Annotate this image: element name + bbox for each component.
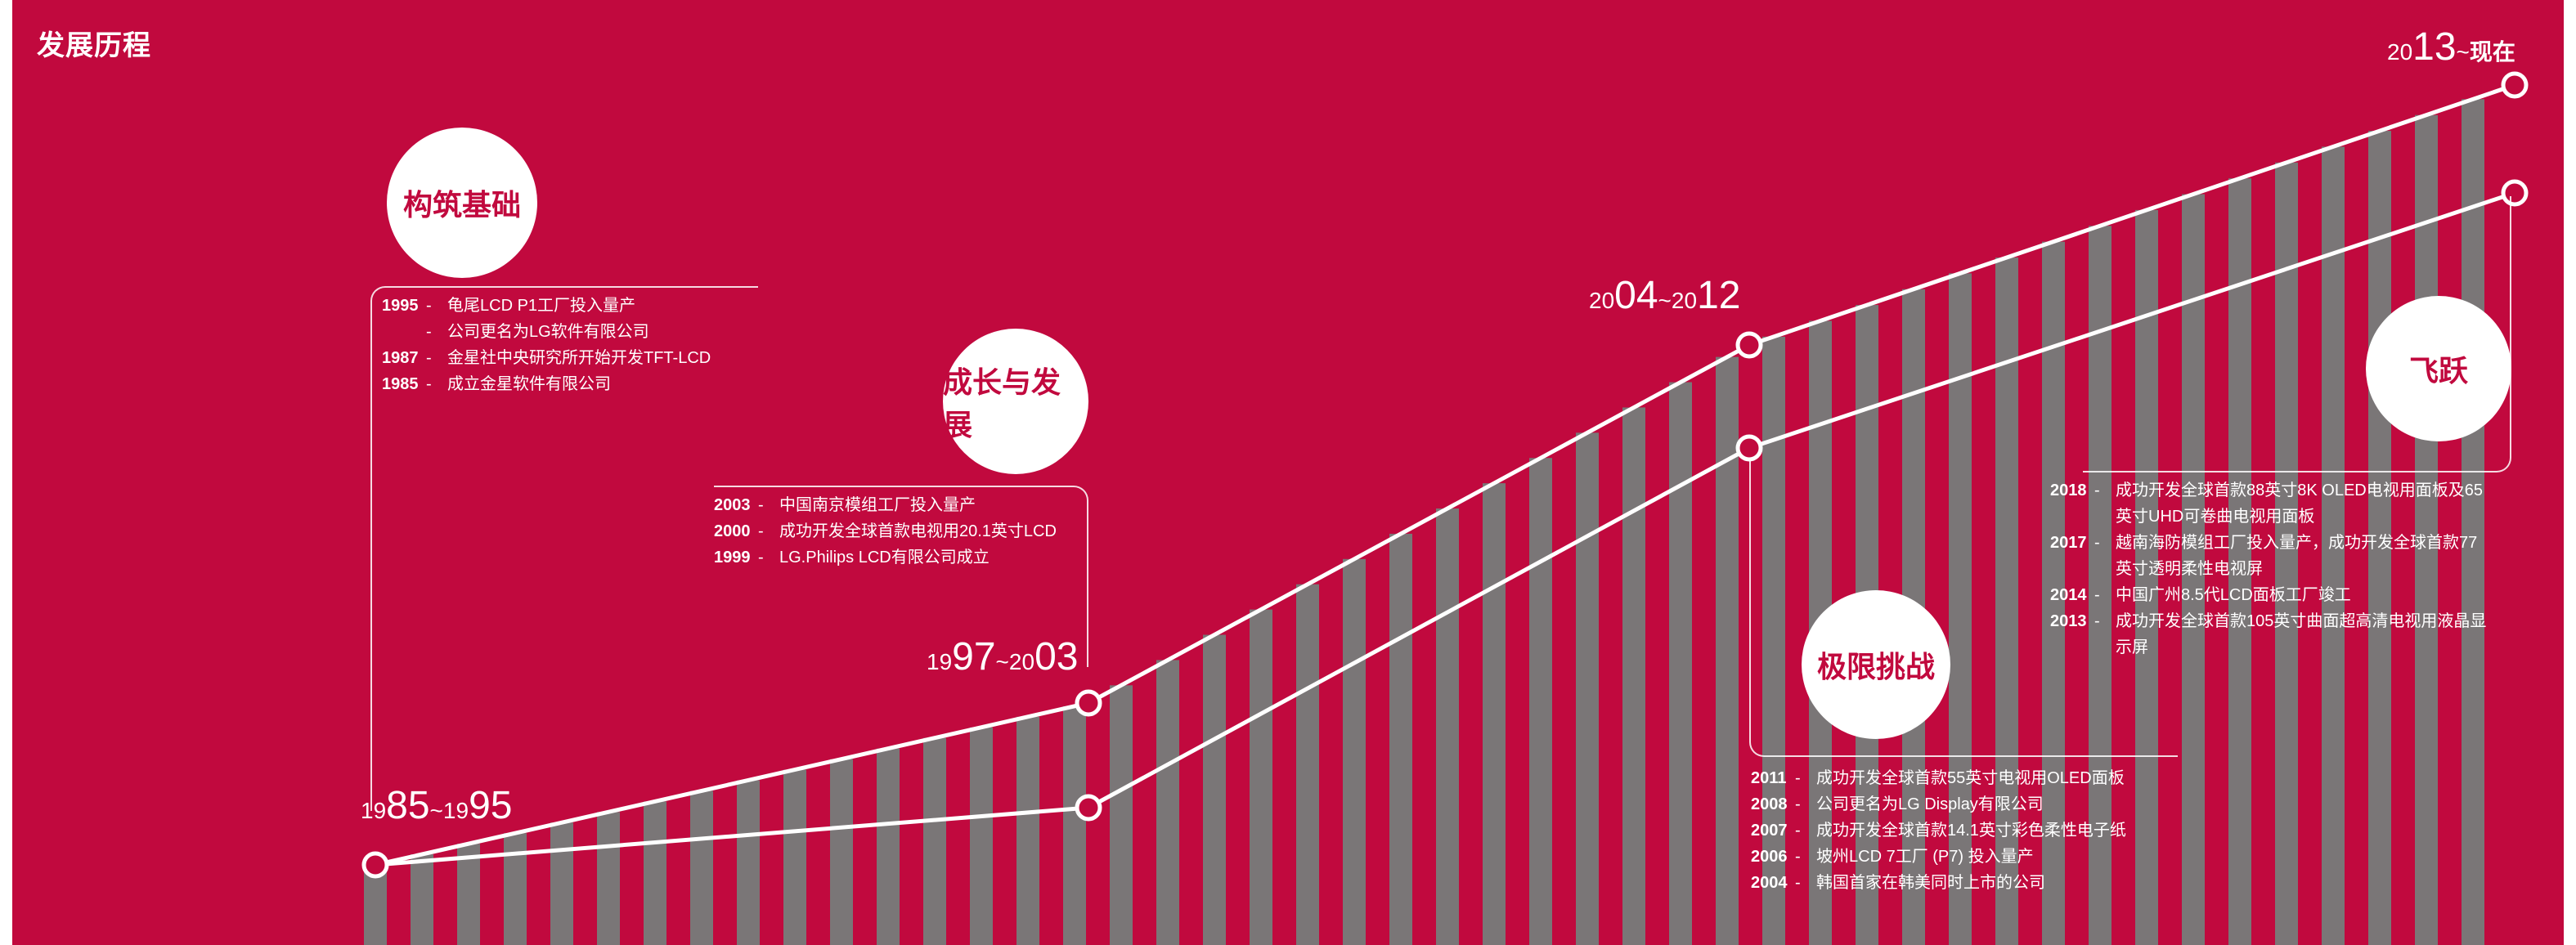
timeline-bar [1483,483,1506,945]
timeline-bar [1110,685,1133,945]
timeline-bar [2462,99,2484,945]
timeline-bar [644,801,666,945]
event-item: 2007- 成功开发全球首款14.1英寸彩色柔性电子纸 [1751,822,2126,840]
timeline-bar [1296,584,1319,945]
timeline-bar [2089,226,2112,945]
period-label-2004-2012: 2004~2012 [1589,274,1741,317]
event-item: 2013- 成功开发全球首款105英寸曲面超高清电视用液晶显示屏 [2050,612,2487,656]
stage-title-leap: 飞跃 [2366,296,2511,441]
timeline-bar [923,737,946,945]
timeline-node [361,851,389,879]
timeline-bar [1576,432,1599,945]
timeline-bar [877,748,900,945]
timeline-graphic [361,71,2529,945]
timeline-line-upper [375,83,2515,867]
timeline-bar [690,790,713,945]
timeline-node [1075,689,1102,717]
timeline-bar [2322,146,2345,945]
timeline-bar [1436,508,1459,945]
timeline-line-lower [375,190,2515,867]
event-item: 2004- 韩国首家在韩美同时上市的公司 [1751,874,2045,892]
period-label-1997-2003: 1997~2003 [927,635,1079,679]
event-item: 1999- LG.Philips LCD有限公司成立 [714,549,990,567]
page-title: 发展历程 [37,30,151,61]
timeline-node [1075,794,1102,822]
timeline-bar [2182,194,2205,945]
stage-title-growth: 成长与发展 [943,329,1088,474]
stage-title-challenge: 极限挑战 [1802,590,1950,739]
event-list-foundation: 1995- 龟尾LCD P1工厂投入量产 - 公司更名为LG软件有限公司 1987-… [382,293,758,397]
event-item: 2008- 公司更名为LG Display有限公司 [1751,795,2044,813]
timeline-bar [1250,609,1272,945]
timeline-bar [2042,241,2065,945]
timeline-bar [1343,558,1366,945]
timeline-bar [550,822,573,945]
timeline-node [2501,179,2529,207]
timeline-bar [2228,178,2251,945]
timeline-bar [1529,458,1552,945]
period-label-1985-1995: 1985~1995 [361,784,513,827]
timeline-bar [411,854,433,945]
timeline-bar [830,759,853,945]
timeline-bar [1949,273,1972,945]
period-label-2013-now: 2013~现在 [2387,25,2515,69]
history-canvas: 发展历程 构筑基础 1995- 龟尾LCD P1工厂投入量产 - 公司更名为LG软件… [12,0,2564,945]
timeline-bar [1156,660,1179,945]
timeline-bar [1389,533,1412,945]
event-item: 2003- 中国南京模组工厂投入量产 [714,496,976,514]
timeline-bar [1016,716,1039,945]
stage-title-foundation: 构筑基础 [387,128,537,278]
timeline-bar [504,833,527,945]
timeline-bar [597,812,620,945]
timeline-bar [1669,382,1692,945]
event-item: 2014- 中国广州8.5代LCD面板工厂竣工 [2050,586,2351,604]
timeline-bar [1622,407,1645,945]
timeline-bar [970,727,993,945]
timeline-bar [2415,114,2438,945]
timeline-bar [1203,634,1226,945]
event-list-challenge: 2011- 成功开发全球首款55英寸电视用OLED面板 2008- 公司更名为LG … [1751,765,2209,896]
event-item: 2018- 成功开发全球首款88英寸8K OLED电视用面板及65英寸UHD可卷曲… [2050,481,2483,526]
event-item: 1985- 成立金星软件有限公司 [382,375,611,393]
timeline-node [1735,434,1763,462]
timeline-bar [2135,209,2158,945]
timeline-bar [1063,705,1086,945]
timeline-bar [2368,131,2391,945]
timeline-bar [2275,162,2298,945]
event-list-growth: 2003- 中国南京模组工厂投入量产 2000- 成功开发全球首款电视用20.1英寸… [714,492,1090,571]
timeline-bar [783,769,806,945]
event-item: 2017- 越南海防模组工厂投入量产，成功开发全球首款77英寸透明柔性电视屏 [2050,534,2478,578]
timeline-bar [737,780,760,945]
event-item: 2011- 成功开发全球首款55英寸电视用OLED面板 [1751,769,2125,787]
timeline-bar [457,844,480,945]
event-item: 1987- 金星社中央研究所开始开发TFT-LCD [382,349,711,367]
timeline-bar [1716,356,1739,945]
timeline-node [2501,71,2529,99]
event-item: 1995- 龟尾LCD P1工厂投入量产 [382,297,636,315]
event-list-leap: 2018- 成功开发全球首款88英寸8K OLED电视用面板及65英寸UHD可卷曲… [2050,477,2492,661]
timeline-node [1735,331,1763,359]
event-item: 2000- 成功开发全球首款电视用20.1英寸LCD [714,522,1057,540]
timeline-bar [1995,257,2018,945]
event-item: - 公司更名为LG软件有限公司 [426,323,649,341]
event-item: 2006- 坡州LCD 7工厂 (P7) 投入量产 [1751,848,2034,866]
